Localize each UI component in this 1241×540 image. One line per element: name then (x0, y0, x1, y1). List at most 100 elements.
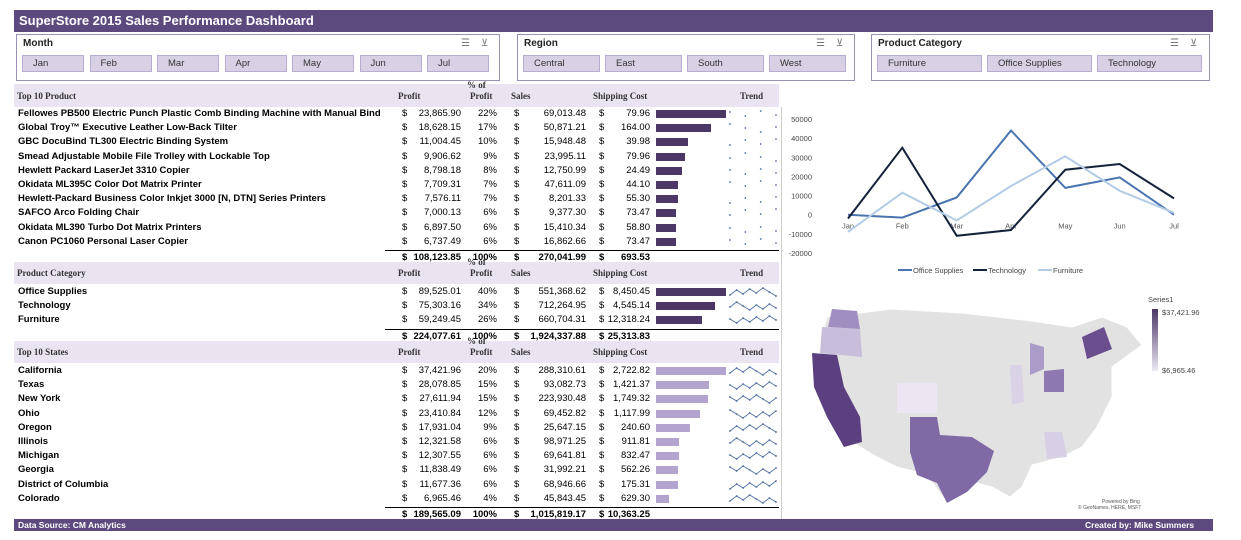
row-profit: 18,628.15 (418, 122, 461, 134)
y-tick-label: -10000 (789, 230, 812, 239)
dollar-sign: $ (402, 450, 408, 462)
row-shipping: 4,545.14 (613, 300, 650, 312)
dollar-sign: $ (402, 136, 408, 148)
row-shipping: 73.47 (626, 207, 650, 219)
row-shipping: 164.00 (620, 122, 650, 134)
profit-bar (656, 381, 709, 390)
total-pct: 100% (472, 330, 497, 342)
row-pct: 7% (483, 193, 497, 205)
y-tick-label: -20000 (789, 249, 812, 258)
totals-row: $108,123.85 100% $270,041.99 $693.53 (385, 250, 779, 264)
row-profit: 7,000.13 (424, 207, 461, 219)
row-name: District of Columbia (18, 478, 109, 490)
row-sales: 45,843.45 (543, 492, 586, 504)
dollar-sign: $ (402, 108, 408, 119)
slicer-button-west[interactable]: West (769, 55, 846, 72)
series-line-furniture (847, 155, 1175, 233)
slicer-button-central[interactable]: Central (523, 55, 600, 72)
row-pct: 9% (483, 421, 497, 433)
y-tick-label: 10000 (791, 192, 812, 201)
slicer-button-apr[interactable]: Apr (224, 55, 287, 72)
row-sales: 8,201.33 (549, 193, 586, 205)
total-profit: 189,565.09 (413, 509, 461, 520)
row-name: Hewlett-Packard Business Color Inkjet 30… (18, 193, 326, 205)
profit-bar (656, 302, 715, 311)
profit-bar (656, 181, 679, 189)
dollar-sign: $ (599, 108, 605, 119)
row-profit: 75,303.16 (418, 300, 461, 312)
slicer-button-feb[interactable]: Feb (89, 55, 152, 72)
legend-label: Office Supplies (913, 266, 964, 275)
profit-bar (656, 466, 679, 475)
slicer-button-mar[interactable]: Mar (157, 55, 219, 72)
dollar-sign: $ (514, 330, 520, 342)
monthly-profit-line-chart: 50000 40000 30000 20000 10000 0 -10000 -20000 Ja… (789, 115, 1179, 275)
row-pct: 8% (483, 164, 497, 176)
dollar-sign: $ (599, 330, 605, 342)
row-sales: 69,641.81 (543, 450, 586, 462)
trend-header: Trend (740, 91, 764, 101)
table-row: Furniture $59,249.45 26% $660,704.31 $12,318… (14, 313, 779, 327)
x-tick-label: Jun (1114, 222, 1126, 231)
row-profit: 11,838.49 (419, 464, 461, 476)
dollar-sign: $ (514, 164, 520, 176)
dollar-sign: $ (402, 379, 408, 391)
dollar-sign: $ (402, 221, 408, 233)
row-pct: 4% (483, 492, 497, 504)
dollar-sign: $ (599, 164, 605, 176)
clear-filter-icon[interactable]: ⊻ (481, 38, 489, 49)
slicer-button-technology[interactable]: Technology (1097, 55, 1202, 72)
dollar-sign: $ (599, 393, 605, 405)
row-profit: 12,307.55 (418, 450, 461, 462)
table-row: California $37,421.96 20% $288,310.61 $2,722… (14, 364, 779, 378)
map-scale-max: $37,421.96 (1162, 308, 1200, 317)
row-pct: 34% (477, 300, 497, 312)
category-table-header: Product Category (17, 268, 86, 278)
table-row: Texas $28,078.85 15% $93,082.73 $1,421.37 (14, 378, 779, 392)
y-tick-label: 20000 (791, 172, 812, 181)
table-row: Canon PC1060 Personal Laser Copier $6,737… (14, 235, 779, 249)
total-shipping: 693.53 (620, 252, 650, 263)
profit-bar (656, 494, 670, 503)
slicer-button-south[interactable]: South (687, 55, 764, 72)
row-shipping: 55.30 (626, 193, 650, 205)
dollar-sign: $ (402, 330, 408, 342)
dollar-sign: $ (402, 509, 408, 520)
multi-select-icon[interactable]: ☰ (816, 38, 825, 49)
row-name: Oregon (18, 421, 52, 433)
dollar-sign: $ (514, 314, 520, 326)
row-shipping: 79.96 (626, 150, 650, 162)
multi-select-icon[interactable]: ☰ (461, 38, 470, 49)
trend-sparkline (729, 237, 777, 245)
total-pct: 100% (472, 509, 497, 520)
dollar-sign: $ (402, 407, 408, 419)
dollar-sign: $ (514, 300, 520, 312)
row-pct: 9% (483, 150, 497, 162)
row-sales: 69,013.48 (543, 108, 586, 119)
trend-sparkline (729, 381, 777, 391)
slicer-button-east[interactable]: East (605, 55, 682, 72)
clear-filter-icon[interactable]: ⊻ (836, 38, 844, 49)
row-sales: 47,611.09 (544, 179, 586, 190)
dollar-sign: $ (599, 436, 605, 447)
slicer-button-office-supplies[interactable]: Office Supplies (987, 55, 1092, 72)
map-credit: © GeoNames, HERE, MSFT (1078, 504, 1141, 511)
slicer-button-may[interactable]: May (292, 55, 354, 72)
row-name: Okidata ML395C Color Dot Matrix Printer (18, 179, 202, 190)
trend-sparkline (729, 123, 777, 134)
clear-filter-icon[interactable]: ⊻ (1190, 38, 1198, 49)
row-name: California (18, 365, 62, 376)
dollar-sign: $ (402, 150, 408, 162)
table-row: Smead Adjustable Mobile File Trolley wit… (14, 150, 779, 164)
trend-sparkline (729, 287, 777, 297)
dollar-sign: $ (599, 509, 605, 520)
profit-header: Profit (398, 347, 421, 357)
trend-sparkline (729, 422, 777, 433)
dollar-sign: $ (402, 300, 408, 312)
slicer-button-jan[interactable]: Jan (22, 55, 84, 72)
slicer-button-jun[interactable]: Jun (359, 55, 422, 72)
dollar-sign: $ (402, 421, 408, 433)
multi-select-icon[interactable]: ☰ (1170, 38, 1179, 49)
slicer-button-furniture[interactable]: Furniture (877, 55, 982, 72)
slicer-button-jul[interactable]: Jul (427, 55, 489, 72)
